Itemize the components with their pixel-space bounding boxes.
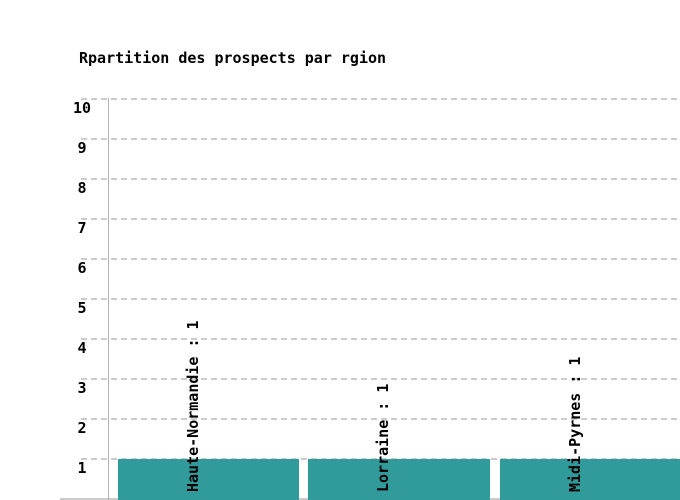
y-axis-tick-label: 9 [77, 139, 87, 157]
y-axis-tick-label: 5 [77, 299, 87, 317]
y-axis-tick-label: 3 [77, 379, 87, 397]
y-axis-tick-label: 10 [72, 99, 92, 117]
gridline [81, 178, 680, 180]
y-axis-tick-label: 8 [77, 179, 87, 197]
y-axis-line [108, 98, 109, 500]
gridline [81, 338, 680, 340]
gridline [81, 298, 680, 300]
y-axis-tick-label: 4 [77, 339, 87, 357]
bar [118, 459, 299, 500]
y-axis-tick-label: 7 [77, 219, 87, 237]
chart-title: Rpartition des prospects par rgion [79, 49, 387, 67]
gridline [81, 258, 680, 260]
gridline [81, 378, 680, 380]
bar [308, 459, 490, 500]
gridline [81, 218, 680, 220]
gridline [81, 98, 680, 100]
y-axis-tick-label: 6 [77, 259, 87, 277]
gridline [81, 418, 680, 420]
bar [500, 459, 680, 500]
bar-value-label: Midi-Pyrnes : 1 [565, 356, 584, 492]
bar-value-label: Haute-Normandie : 1 [183, 320, 202, 492]
y-axis-tick-label: 1 [77, 459, 87, 477]
gridline [81, 138, 680, 140]
bar-value-label: Lorraine : 1 [374, 383, 392, 492]
y-axis-tick-label: 2 [77, 419, 87, 437]
